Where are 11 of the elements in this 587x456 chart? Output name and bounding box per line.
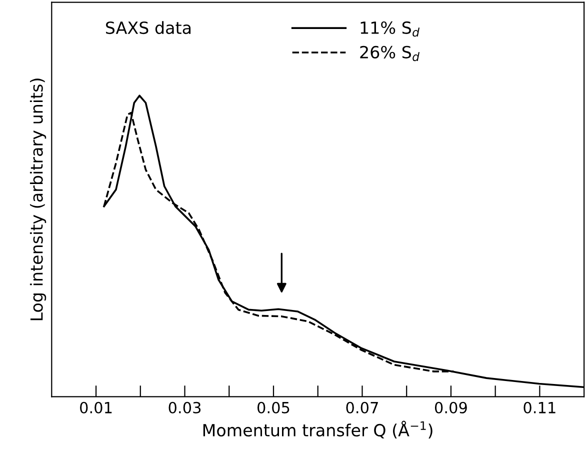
- x-tick-label: 0.11: [524, 402, 556, 414]
- text: SAXS data: [106, 21, 191, 34]
- legend-label: 11% S$_{d}$: [360, 21, 420, 37]
- legend-label: 26% S$_{d}$: [360, 46, 420, 62]
- x-tick-label: 0.01: [80, 402, 112, 414]
- x-axis-title: Momentum transfer Q (Å$^{−1}$): [203, 420, 432, 438]
- x-tick-label: 0.07: [346, 402, 378, 414]
- x-tick-label: 0.03: [168, 402, 201, 414]
- y-axis-title: Log intensity (arbitrary units): [30, 78, 46, 320]
- x-tick-label: 0.09: [434, 402, 467, 414]
- x-tick-label: 0.05: [257, 402, 290, 414]
